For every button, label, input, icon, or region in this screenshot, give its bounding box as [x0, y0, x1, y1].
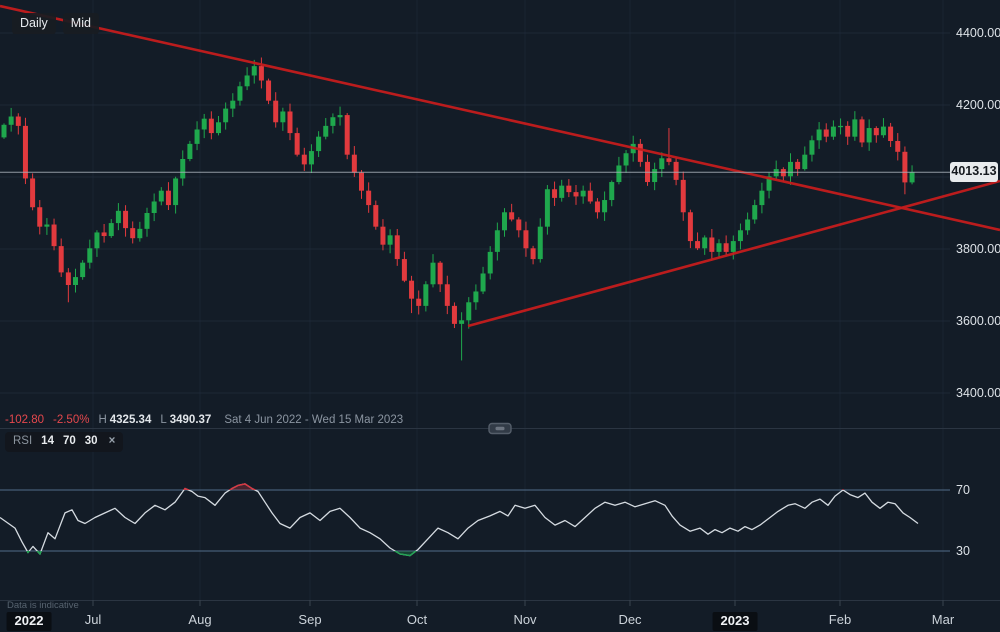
price-change: -102.80	[5, 414, 45, 426]
time-axis-label-nov: Nov	[513, 612, 537, 627]
high-value: 4325.34	[109, 414, 152, 426]
rsi-upper-value[interactable]: 70	[62, 435, 76, 447]
timeframe-button-daily[interactable]: Daily	[12, 13, 56, 34]
rsi-lower-value[interactable]: 30	[84, 435, 98, 447]
timeframe-button-mid[interactable]: Mid	[62, 13, 99, 34]
trendline-1[interactable]	[0, 4, 1000, 232]
time-axis-label-mar: Mar	[931, 612, 955, 627]
date-range: Sat 4 Jun 2022 - Wed 15 Mar 2023	[224, 414, 404, 426]
rsi-close-icon[interactable]: ×	[108, 435, 116, 447]
price-axis[interactable]: 4400.00 4200.00 3800.00 3600.00 3400.00	[950, 0, 1000, 428]
time-axis[interactable]: 2022 Jul Aug Sep Oct Nov Dec 2023 Feb Mar	[0, 600, 1000, 632]
rsi-indicator-toolbar[interactable]: RSI 14 70 30 ×	[5, 432, 124, 452]
price-axis-label: 3800.00	[956, 242, 1000, 256]
rsi-axis-label: 30	[956, 544, 970, 558]
rsi-pane[interactable]	[0, 483, 950, 557]
period-high: H 4325.34	[98, 413, 151, 427]
time-axis-label-2023: 2023	[712, 612, 758, 631]
instrument-stats-bar: -102.80 -2.50% H 4325.34 L 3490.37 Sat 4 J…	[5, 413, 403, 427]
price-axis-label: 3600.00	[956, 314, 1000, 328]
price-axis-label: 3400.00	[956, 386, 1000, 400]
rsi-label: RSI	[13, 435, 33, 447]
timeframe-button-row: Daily Mid	[12, 13, 99, 34]
period-low: L 3490.37	[160, 413, 211, 427]
price-change-percent: -2.50%	[53, 414, 90, 426]
divider-drag-handle[interactable]	[488, 422, 512, 435]
grid	[0, 0, 950, 600]
time-axis-label-feb: Feb	[828, 612, 852, 627]
low-value: 3490.37	[169, 414, 212, 426]
time-axis-label-jul: Jul	[84, 612, 102, 627]
rsi-axis-label: 70	[956, 483, 970, 497]
time-axis-label-aug: Aug	[188, 612, 212, 627]
rsi-axis[interactable]: 70 30	[950, 455, 1000, 600]
trendline-2[interactable]	[467, 179, 1000, 328]
price-axis-label: 4400.00	[956, 26, 1000, 40]
time-axis-label-oct: Oct	[406, 612, 428, 627]
last-price-tag: 4013.13	[950, 162, 998, 182]
price-axis-label: 4200.00	[956, 98, 1000, 112]
time-axis-label-sep: Sep	[298, 612, 322, 627]
rsi-line	[0, 483, 919, 557]
high-label: H	[98, 414, 107, 426]
time-axis-label-dec: Dec	[618, 612, 642, 627]
rsi-period-value[interactable]: 14	[41, 435, 54, 447]
time-axis-label-2022: 2022	[6, 612, 52, 631]
candles	[1, 57, 915, 361]
low-label: L	[160, 414, 167, 426]
data-indicative-note: Data is indicative	[7, 600, 79, 611]
